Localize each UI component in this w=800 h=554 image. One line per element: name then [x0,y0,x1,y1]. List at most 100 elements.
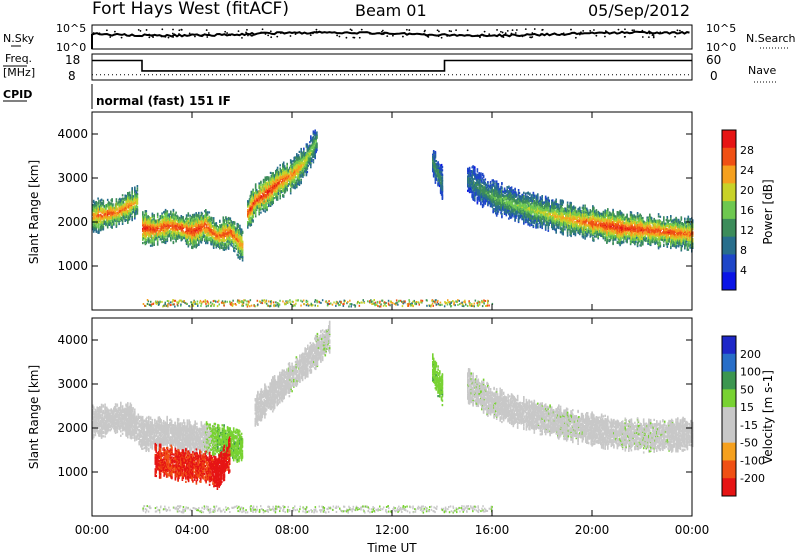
nsky-point [267,34,269,36]
heatmap-cell [161,212,163,214]
nsky-point [653,35,655,37]
heatmap-cell [255,183,257,185]
nsky-point [604,36,606,38]
nsky-point [316,29,318,31]
power-panel: 1000200030004000 Slant Range [km] 481216… [27,112,775,310]
heatmap-cell [265,211,267,213]
nsky-point [580,31,582,33]
nsky-point [648,30,650,32]
heatmap-cell [125,219,127,221]
heatmap-cell [153,214,155,216]
heatmap-cell [474,166,476,168]
heatmap-cell [313,161,315,163]
nsky-point [563,32,565,34]
heatmap-cell [283,195,285,197]
heatmap-cell [504,188,506,190]
heatmap-cell [494,180,496,182]
heatmap-cell [187,239,189,241]
heatmap-cell [268,204,270,206]
freq-label: Freq. [5,52,32,65]
nsky-point [677,29,679,31]
heatmap-cell [300,181,302,183]
heatmap-cell [150,241,152,243]
heatmap-cell [122,198,124,200]
nsky-point [270,30,272,32]
heatmap-cell [202,213,204,215]
heatmap-cell [201,241,203,243]
heatmap-cell [242,231,244,233]
nsky-point [351,29,353,31]
heatmap-cell [508,218,510,220]
nsky-point [321,31,323,33]
nsky-point [244,34,246,36]
heatmap-cell [107,199,109,201]
nsky-point [111,34,113,36]
heatmap-cell [137,206,139,208]
nsky-point [641,30,643,32]
heatmap-cell [188,212,190,214]
nsky-point [180,29,182,31]
heatmap-cell [442,177,444,179]
heatmap-cell [300,150,302,152]
heatmap-cell [173,241,175,243]
nave-tick-bottom: 0 [710,69,718,83]
nsky-point [642,36,644,38]
heatmap-cell [209,216,211,218]
heatmap-cell [260,181,262,183]
heatmap-cell [289,174,291,176]
heatmap-cell [268,176,270,178]
heatmap-cell [98,228,100,230]
heatmap-cell [313,136,315,138]
heatmap-cell [252,189,254,191]
heatmap-cell [219,220,221,222]
heatmap-cell [313,159,315,161]
heatmap-cell [173,212,175,214]
nsky-point [618,29,620,31]
heatmap-cell [242,256,244,258]
nsky-point [437,29,439,31]
heatmap-cell [96,225,98,227]
nsky-point [106,29,108,31]
heatmap-cell [469,190,471,192]
nsky-point [310,34,312,36]
nsky-point [488,33,490,35]
nsky-point [502,32,504,34]
nsky-point [152,36,154,38]
heatmap-cell [511,189,513,191]
cpid-label: CPID [3,88,32,101]
heatmap-cell [167,238,169,240]
heatmap-cell [198,242,200,244]
heatmap-cell [290,188,292,190]
heatmap-cell [137,202,139,204]
heatmap-cell [237,254,239,256]
heatmap-cell [94,217,96,219]
heatmap-cell [228,217,230,219]
freq-units: [MHz] [3,66,35,79]
nsky-point [99,32,101,34]
nsky-point [265,33,267,35]
nsky-point [631,29,633,31]
nsky-point [386,35,388,37]
heatmap-cell [219,246,221,248]
heatmap-cell [157,213,159,215]
nsky-point [406,29,408,31]
nsky-point [121,37,123,39]
heatmap-cell [165,209,167,211]
nsky-point [228,33,230,35]
heatmap-cell [213,217,215,219]
nsky-point [427,36,429,38]
heatmap-cell [98,200,100,202]
heatmap-cell [316,149,318,151]
nsky-point [540,33,542,35]
heatmap-cell [117,208,119,210]
nsky-point [270,36,272,38]
heatmap-cell [230,244,232,246]
heatmap-cell [242,248,244,250]
heatmap-cell [188,215,190,217]
nsky-point [206,36,208,38]
heatmap-cell [237,256,239,258]
heatmap-cell [178,230,180,232]
heatmap-cell [234,250,236,252]
nsky-point [624,28,626,30]
heatmap-cell [113,222,115,224]
